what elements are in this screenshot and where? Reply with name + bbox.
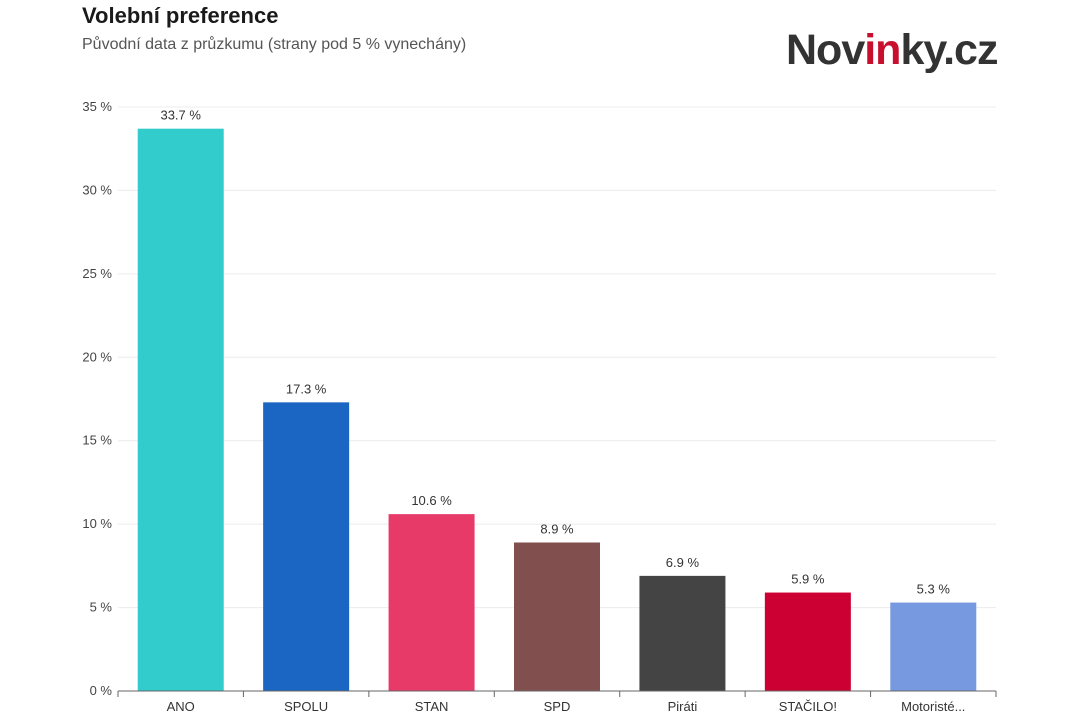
- y-tick-label: 15 %: [82, 433, 112, 448]
- bar-value-label: 33.7 %: [160, 108, 201, 123]
- logo-text-accent: in: [864, 26, 901, 74]
- bar: [514, 542, 600, 691]
- x-category-label: STAČILO!: [779, 699, 837, 714]
- bar-value-label: 5.9 %: [791, 572, 825, 587]
- logo-text-start: Nov: [786, 26, 865, 74]
- x-category-label: Motoristé...: [901, 699, 965, 714]
- y-tick-label: 10 %: [82, 516, 112, 531]
- bar-value-label: 8.9 %: [540, 521, 574, 536]
- bar: [388, 514, 475, 691]
- bar: [137, 128, 224, 692]
- bar: [263, 402, 350, 691]
- y-tick-label: 5 %: [90, 600, 113, 615]
- x-category-label: SPOLU: [284, 699, 328, 714]
- chart-subtitle: Původní data z průzkumu (strany pod 5 % …: [82, 36, 467, 53]
- bar: [639, 575, 726, 691]
- bar: [890, 602, 977, 691]
- y-tick-label: 30 %: [82, 182, 112, 197]
- x-category-label: SPD: [544, 699, 571, 714]
- novinky-logo: Novinky.cz: [786, 26, 998, 75]
- x-category-label: ANO: [167, 699, 195, 714]
- x-category-label: STAN: [415, 699, 449, 714]
- bar-value-label: 17.3 %: [286, 381, 327, 396]
- bar-value-label: 6.9 %: [666, 555, 700, 570]
- bar-value-label: 5.3 %: [917, 582, 951, 597]
- y-tick-label: 35 %: [82, 99, 112, 114]
- bar-value-label: 10.6 %: [411, 493, 452, 508]
- logo-text-end: ky.cz: [900, 26, 998, 74]
- bar: [764, 592, 851, 691]
- chart-title: Volební preference: [82, 3, 279, 28]
- y-tick-label: 0 %: [90, 683, 113, 698]
- y-tick-label: 20 %: [82, 349, 112, 364]
- x-category-label: Piráti: [668, 699, 698, 714]
- y-tick-label: 25 %: [82, 266, 112, 281]
